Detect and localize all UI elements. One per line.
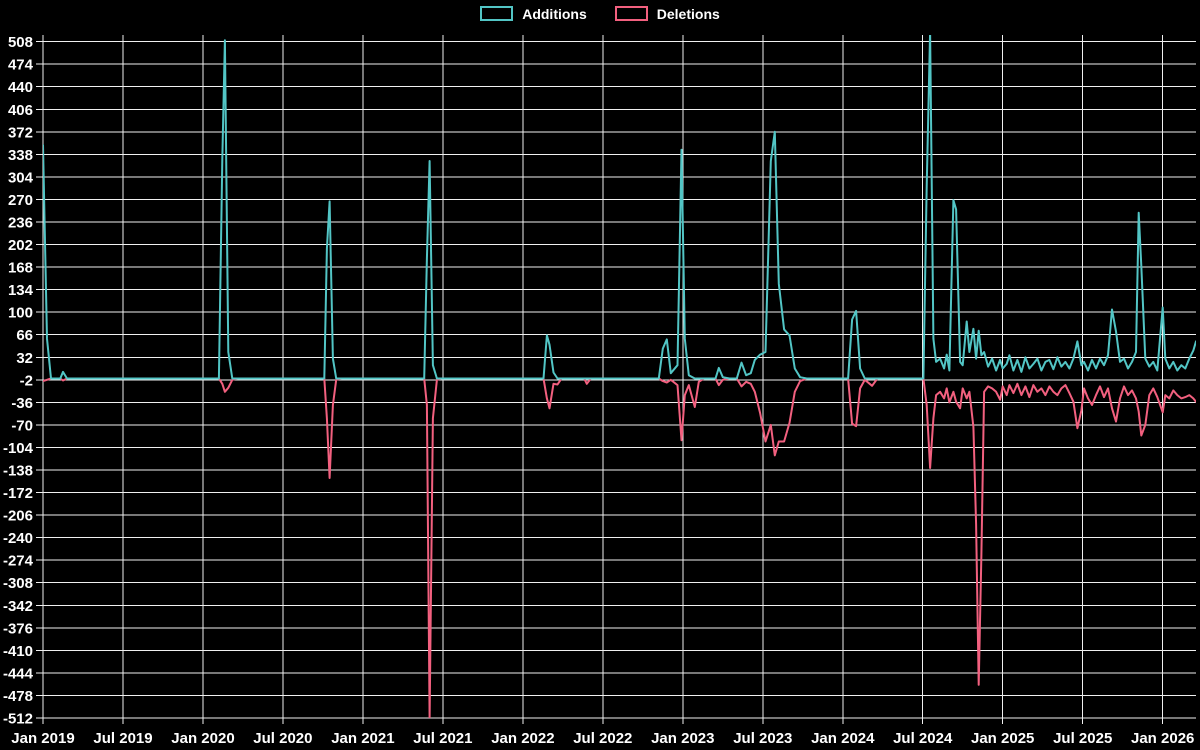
deletions-swatch-icon [614, 6, 648, 21]
y-tick-label: -70 [11, 417, 33, 434]
y-tick-label: -512 [3, 711, 33, 728]
y-tick-label: 508 [8, 34, 33, 51]
y-tick-label: 304 [8, 169, 34, 186]
x-tick-label: Jan 2020 [171, 730, 234, 747]
y-tick-label: -172 [3, 485, 33, 502]
chart-legend: Additions Deletions [0, 6, 1200, 21]
x-tick-label: Jul 2024 [893, 730, 953, 747]
x-tick-label: Jan 2021 [331, 730, 394, 747]
y-tick-label: 406 [8, 102, 33, 119]
y-tick-label: -240 [3, 530, 33, 547]
x-tick-label: Jul 2025 [1053, 730, 1112, 747]
y-tick-label: -206 [3, 508, 33, 525]
legend-item-additions[interactable]: Additions [480, 6, 587, 21]
y-tick-label: 372 [8, 124, 33, 141]
legend-item-deletions[interactable]: Deletions [614, 5, 720, 22]
x-tick-label: Jul 2022 [573, 730, 632, 747]
y-tick-label: -376 [3, 620, 33, 637]
y-tick-label: -2 [20, 372, 33, 389]
y-tick-label: -138 [3, 463, 33, 480]
y-tick-label: 474 [8, 57, 34, 74]
x-tick-label: Jan 2019 [11, 730, 74, 747]
y-tick-label: -342 [3, 598, 33, 615]
y-tick-label: 66 [16, 327, 33, 344]
y-tick-label: 202 [8, 237, 33, 254]
y-tick-label: 32 [16, 350, 33, 367]
y-tick-label: -308 [3, 575, 33, 592]
x-tick-label: Jan 2022 [491, 730, 554, 747]
x-tick-label: Jan 2024 [811, 730, 875, 747]
x-tick-label: Jul 2020 [253, 730, 312, 747]
y-tick-label: 236 [8, 215, 33, 232]
y-tick-label: 168 [8, 260, 33, 277]
y-tick-label: -478 [3, 688, 33, 705]
x-tick-label: Jan 2025 [971, 730, 1034, 747]
y-tick-label: 338 [8, 147, 33, 164]
x-tick-label: Jan 2023 [651, 730, 714, 747]
y-tick-label: -410 [3, 643, 33, 660]
y-tick-label: 134 [8, 282, 34, 299]
additions-line [43, 35, 1196, 380]
x-tick-label: Jan 2026 [1131, 730, 1194, 747]
additions-legend-label: Additions [522, 5, 587, 22]
y-tick-label: 270 [8, 192, 33, 209]
y-tick-label: -444 [3, 665, 34, 682]
additions-swatch-icon [480, 6, 514, 21]
y-tick-label: 100 [8, 305, 33, 322]
x-tick-label: Jul 2019 [93, 730, 152, 747]
y-tick-label: -36 [11, 395, 33, 412]
x-tick-label: Jul 2021 [413, 730, 472, 747]
x-tick-label: Jul 2023 [733, 730, 792, 747]
y-tick-label: -104 [3, 440, 34, 457]
deletions-legend-label: Deletions [656, 5, 720, 22]
y-tick-label: 440 [8, 79, 33, 96]
y-tick-label: -274 [3, 553, 34, 570]
